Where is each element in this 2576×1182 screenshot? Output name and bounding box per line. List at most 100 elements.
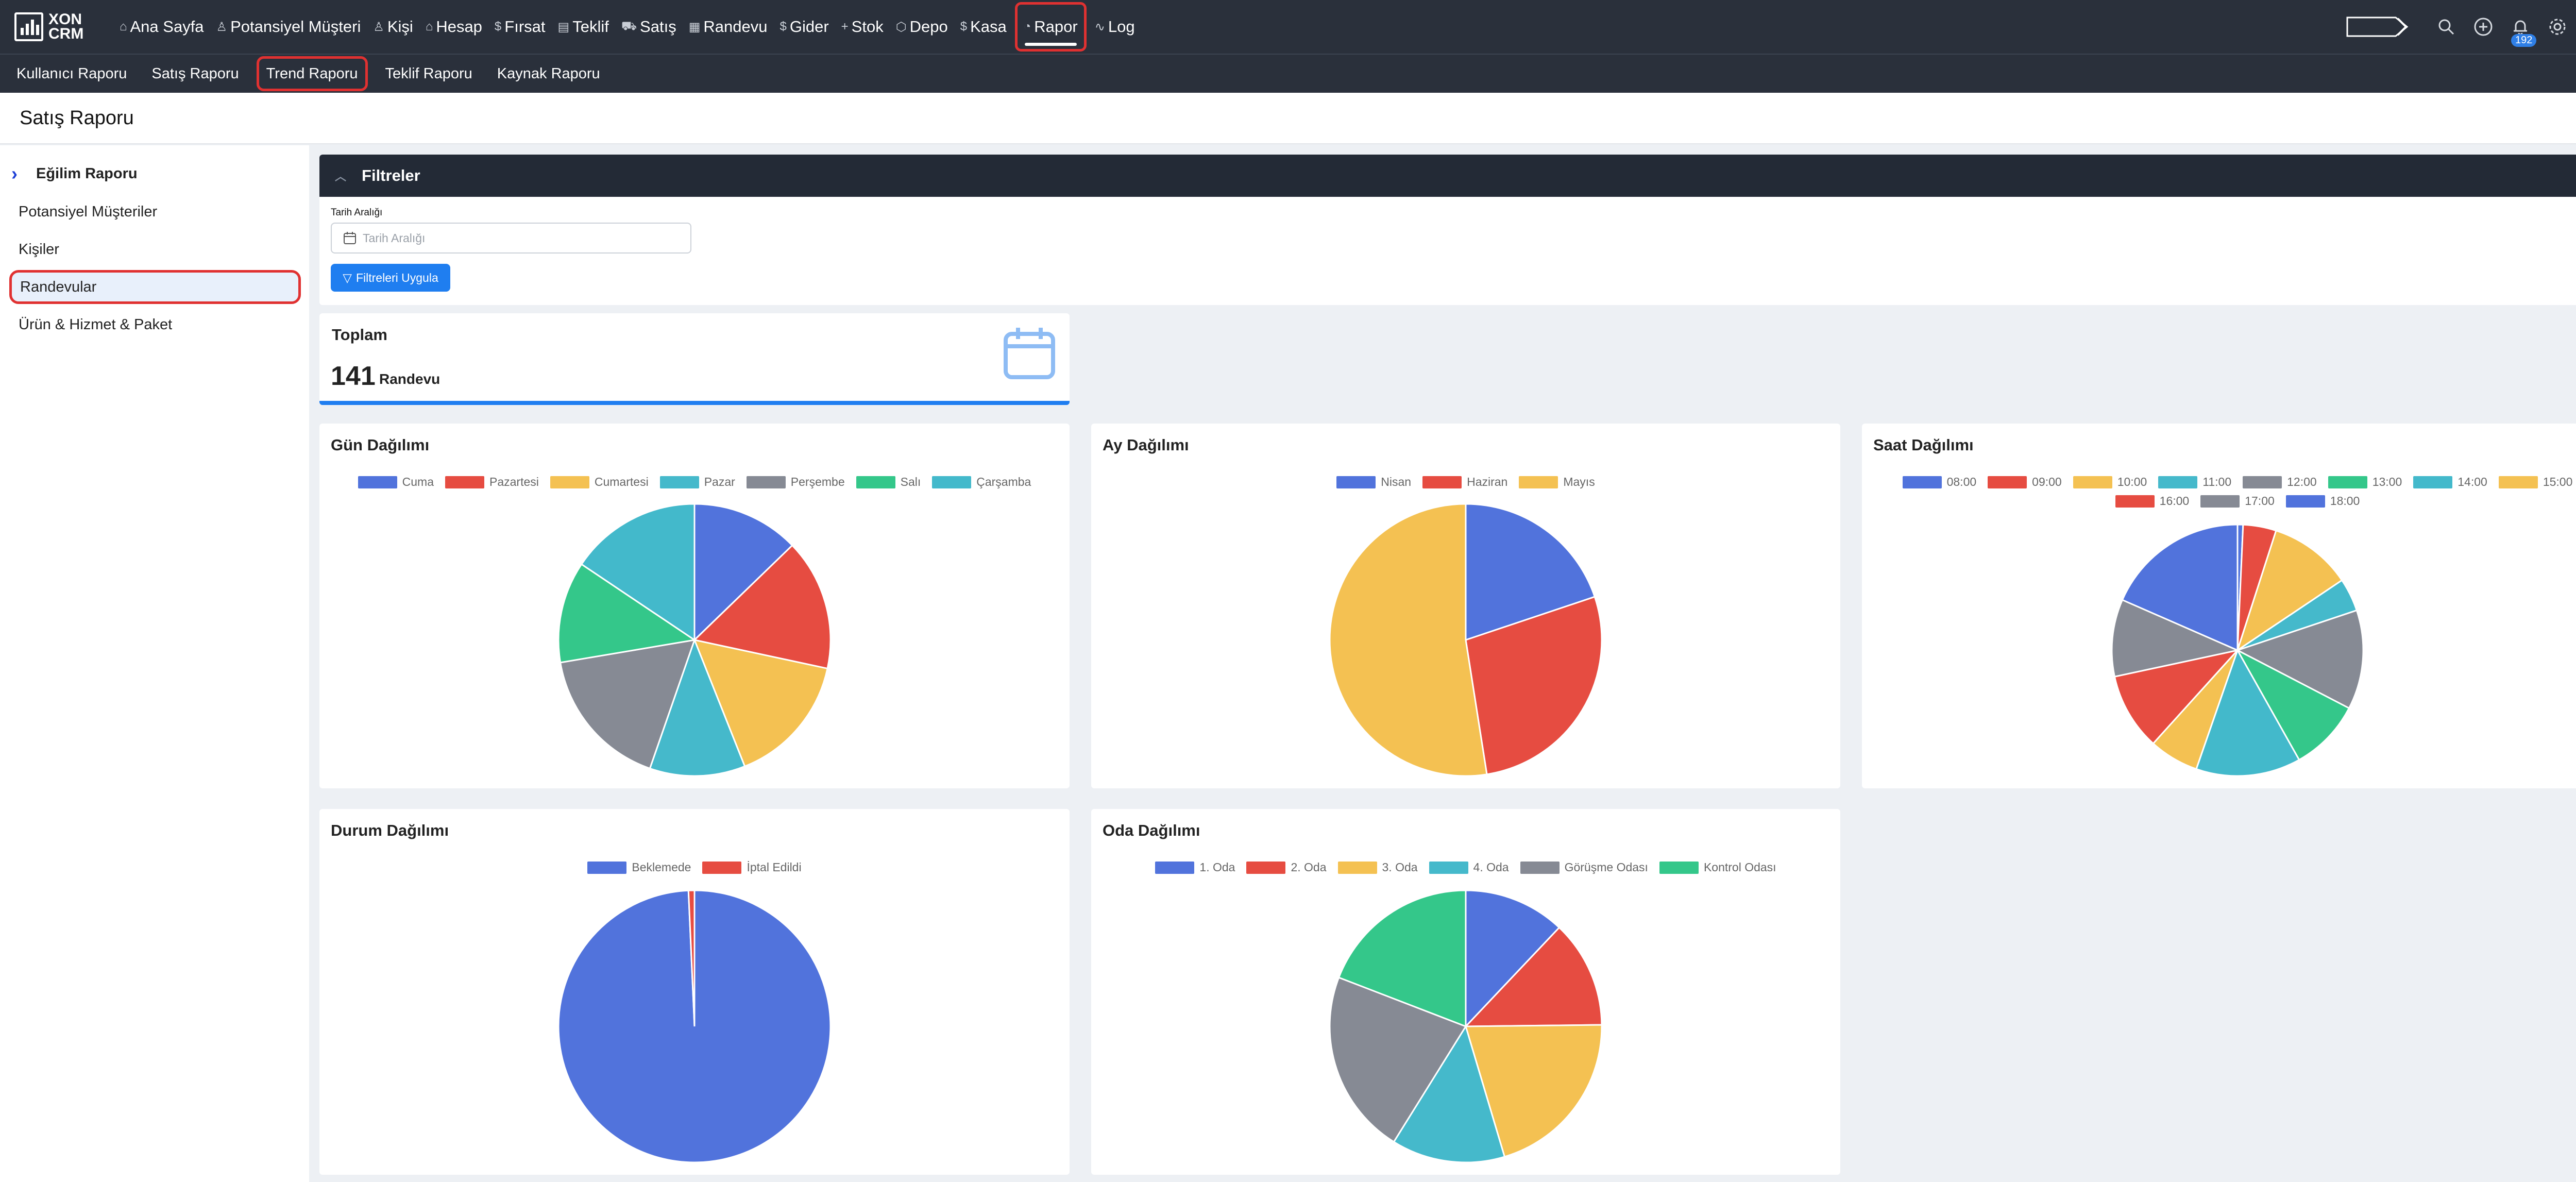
pie-slice[interactable] (1329, 976, 1467, 1143)
legend-item[interactable]: 14:00 (2413, 475, 2487, 489)
gear-icon[interactable] (2544, 13, 2571, 40)
sidebar-item[interactable]: Ürün & Hizmet & Paket (19, 316, 173, 333)
date-range-input[interactable]: Tarih Aralığı (331, 223, 691, 254)
legend-item[interactable]: Nisan (1336, 475, 1411, 489)
nav-item-ana-sayfa[interactable]: ⌂ Ana Sayfa (113, 0, 210, 54)
subnav-tab[interactable]: Trend Raporu (256, 56, 368, 91)
legend-label: Cumartesi (594, 475, 649, 488)
pie-slice[interactable] (580, 503, 696, 641)
legend-swatch (1429, 861, 1468, 874)
nav-item-potansiyel-müşteri[interactable]: ♙ Potansiyel Müşteri (210, 0, 367, 54)
legend-item[interactable]: Görüşme Odası (1520, 860, 1648, 874)
nav-item-gider[interactable]: $ Gider (773, 0, 835, 54)
legend-swatch (746, 476, 786, 488)
nav-item-teklif[interactable]: ▤ Teklif (552, 0, 615, 54)
apply-filters-button[interactable]: ▽ Filtreleri Uygula (331, 264, 450, 292)
pie-slice[interactable] (693, 503, 793, 642)
legend-item[interactable]: 10:00 (2073, 475, 2147, 489)
pie-slice[interactable] (1329, 503, 1488, 777)
pie-slice[interactable] (1337, 889, 1467, 1028)
legend-item[interactable]: 09:00 (1988, 475, 2062, 489)
legend-item[interactable]: 13:00 (2328, 475, 2402, 489)
legend-item[interactable]: Salı (856, 475, 921, 489)
legend-item[interactable]: Haziran (1422, 475, 1507, 489)
chevron-up-icon[interactable]: ︿ (335, 170, 347, 183)
person-icon: ♙ (216, 20, 228, 34)
logo-text: XON CRM (48, 11, 84, 42)
pie-slice[interactable] (2113, 649, 2240, 745)
notification-badge: 192 (2511, 34, 2537, 47)
nav-item-depo[interactable]: ⬡ Depo (890, 0, 954, 54)
pie-slice[interactable] (1464, 1024, 1603, 1158)
legend-item[interactable]: İptal Edildi (702, 860, 802, 874)
pie-slice[interactable] (1465, 889, 1561, 1028)
nav-item-rapor[interactable]: ◔ Rapor (1014, 2, 1087, 52)
legend-item[interactable]: 15:00 (2498, 475, 2572, 489)
nav-item-stok[interactable]: + Stok (835, 0, 890, 54)
filter-icon: ▽ (343, 271, 352, 284)
pie-slice[interactable] (1393, 1024, 1506, 1163)
sidebar-header[interactable]: › Eğilim Raporu (0, 145, 309, 192)
pie-slice[interactable] (557, 563, 697, 664)
pie-slice[interactable] (559, 639, 696, 770)
legend-item[interactable]: 18:00 (2285, 494, 2360, 508)
legend-item[interactable]: Mayıs (1519, 475, 1595, 489)
legend-item[interactable]: 2. Oda (1246, 860, 1327, 874)
pie-slice[interactable] (2121, 524, 2239, 652)
nav-item-hesap[interactable]: ⌂ Hesap (419, 0, 488, 54)
legend-item[interactable]: 11:00 (2158, 475, 2231, 489)
subnav-tab[interactable]: Satış Raporu (151, 65, 239, 82)
add-circle-icon[interactable] (2470, 13, 2497, 40)
chart-title: Gün Dağılımı (331, 436, 430, 454)
legend-swatch (1336, 476, 1376, 488)
pie-slice[interactable] (2235, 648, 2350, 761)
document-icon: ▤ (557, 20, 570, 34)
filters-header[interactable]: ︿ Filtreler (319, 155, 2576, 197)
nav-item-log[interactable]: ∿ Log (1089, 0, 1141, 54)
legend-item[interactable]: Perşembe (746, 475, 845, 489)
sidebar-item[interactable]: Potansiyel Müşteriler (19, 203, 158, 220)
subnav-tab[interactable]: Teklif Raporu (385, 65, 472, 82)
legend-item[interactable]: 08:00 (1902, 475, 1977, 489)
nav-item-fırsat[interactable]: $ Fırsat (488, 0, 552, 54)
pie-slice[interactable] (2235, 609, 2364, 710)
legend-item[interactable]: 4. Oda (1429, 860, 1509, 874)
legend-item[interactable]: Cumartesi (550, 475, 649, 489)
pie-slice[interactable] (1465, 596, 1603, 775)
sidebar-item[interactable]: Kişiler (19, 241, 59, 258)
legend-item[interactable]: Pazar (659, 475, 735, 489)
legend-item[interactable]: 16:00 (2115, 494, 2189, 508)
legend-swatch (856, 476, 895, 488)
legend-item[interactable]: Kontrol Odası (1659, 860, 1776, 874)
pie-slice[interactable] (1465, 503, 1596, 641)
legend-item[interactable]: Beklemede (587, 860, 691, 874)
pie-slice[interactable] (2195, 648, 2300, 777)
app-logo[interactable]: XON CRM (14, 11, 107, 42)
legend-item[interactable]: Cuma (358, 475, 434, 489)
subnav-tab[interactable]: Kaynak Raporu (497, 65, 600, 82)
pie-slice[interactable] (649, 637, 746, 777)
legend-item[interactable]: Pazartesi (445, 475, 539, 489)
legend-label: 08:00 (1946, 475, 1977, 488)
pie-slice[interactable] (2236, 529, 2343, 652)
subnav-tab[interactable]: Kullanıcı Raporu (16, 65, 127, 82)
sidebar-item[interactable]: Randevular (9, 270, 301, 304)
legend-item[interactable]: 12:00 (2243, 475, 2317, 489)
legend-item[interactable]: 1. Oda (1155, 860, 1235, 874)
nav-item-satış[interactable]: ⛟ Satış (615, 0, 683, 54)
pie-slice[interactable] (687, 889, 696, 1027)
arrow-right-icon[interactable] (2346, 15, 2410, 38)
legend-item[interactable]: 3. Oda (1337, 860, 1418, 874)
legend-item[interactable]: Çarşamba (932, 475, 1031, 489)
pie-slice[interactable] (1464, 926, 1603, 1027)
pie-slice[interactable] (693, 638, 828, 768)
nav-item-kasa[interactable]: $ Kasa (954, 0, 1013, 54)
bell-icon[interactable]: 192 (2507, 13, 2537, 47)
pie-slice[interactable] (2111, 599, 2240, 678)
nav-item-kişi[interactable]: ♙ Kişi (367, 0, 419, 54)
search-icon[interactable] (2433, 13, 2460, 40)
pie-slice[interactable] (692, 544, 832, 670)
legend-item[interactable]: 17:00 (2200, 494, 2275, 508)
nav-item-randevu[interactable]: ▦ Randevu (683, 0, 774, 54)
cart-icon: ⛟ (621, 19, 637, 33)
